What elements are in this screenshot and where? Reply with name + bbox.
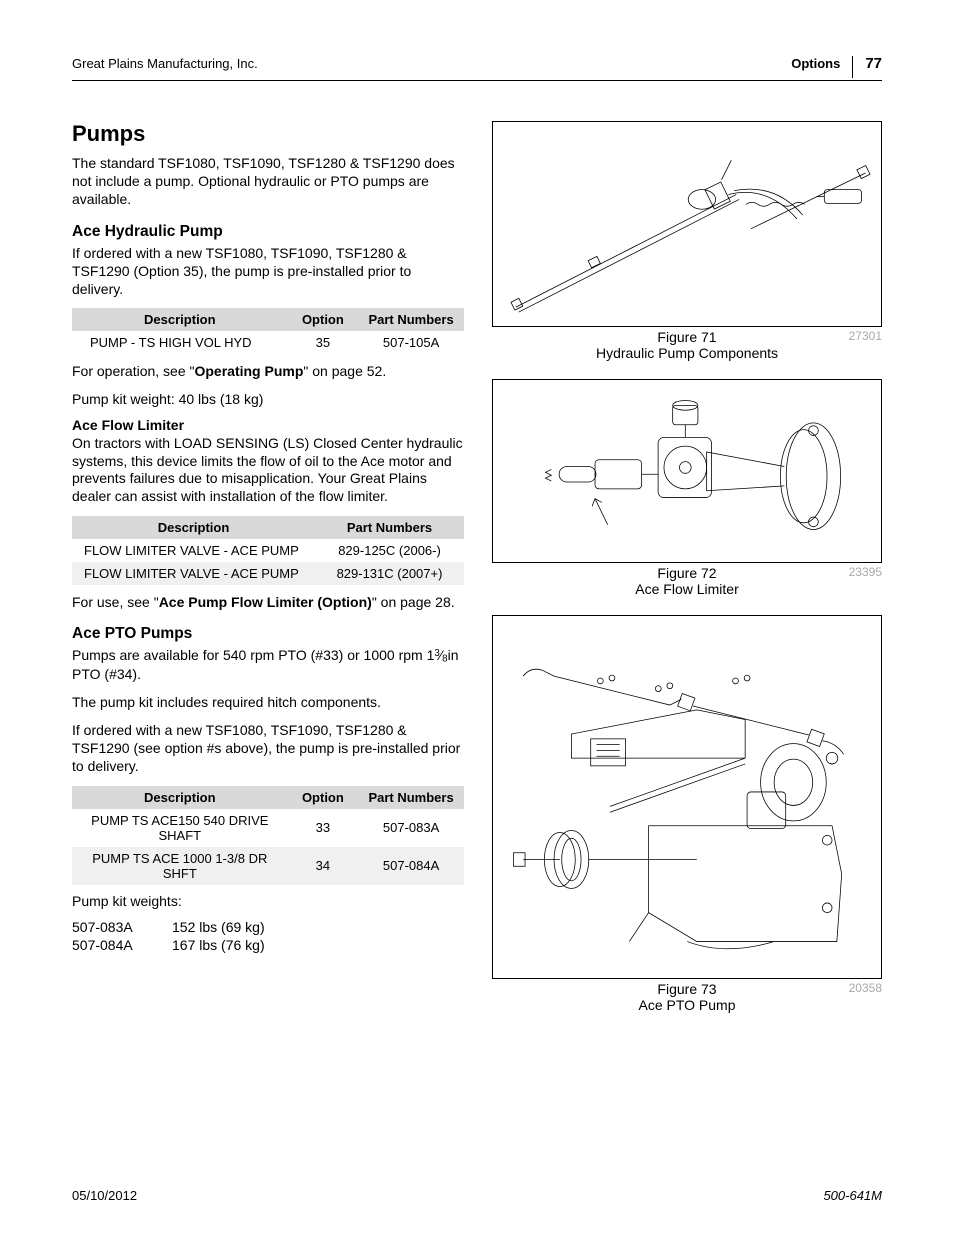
figure-71-box (492, 121, 882, 327)
header-company: Great Plains Manufacturing, Inc. (72, 56, 258, 71)
cell-part: 829-125C (2006-) (315, 539, 464, 562)
cell-option: 34 (288, 847, 359, 885)
hydraulic-components-icon (501, 126, 873, 322)
col-description: Description (72, 308, 288, 331)
figure-72-title: Figure 72 (536, 565, 838, 581)
footer-doc-number: 500-641M (823, 1188, 882, 1203)
cell-desc: PUMP TS ACE 1000 1-3/8 DR SHFT (72, 847, 288, 885)
header-rule (72, 80, 882, 81)
flow-limiter-ref: For use, see "Ace Pump Flow Limiter (Opt… (72, 593, 464, 611)
cell-option: 35 (288, 331, 359, 354)
figure-72-id: 23395 (838, 565, 882, 579)
hyd-ref: For operation, see "Operating Pump" on p… (72, 362, 464, 380)
figure-71-id: 27301 (838, 329, 882, 343)
intro-text: The standard TSF1080, TSF1090, TSF1280 &… (72, 155, 464, 209)
flow-limiter-table: Description Part Numbers FLOW LIMITER VA… (72, 516, 464, 585)
hyd-pump-heading: Ace Hydraulic Pump (72, 223, 464, 241)
pto-kit-note: The pump kit includes required hitch com… (72, 694, 464, 712)
figure-73-desc: Ace PTO Pump (536, 997, 838, 1013)
hyd-weight: Pump kit weight: 40 lbs (18 kg) (72, 391, 464, 407)
col-description: Description (72, 516, 315, 539)
weight-row: 507-084A 167 lbs (76 kg) (72, 937, 464, 953)
figure-71-desc: Hydraulic Pump Components (536, 345, 838, 361)
footer-date: 05/10/2012 (72, 1188, 137, 1203)
table-row: PUMP TS ACE150 540 DRIVE SHAFT 33 507-08… (72, 809, 464, 847)
header-separator (852, 56, 853, 78)
weight-value: 167 lbs (76 kg) (172, 937, 265, 953)
col-option: Option (288, 308, 359, 331)
cell-part: 829-131C (2007+) (315, 562, 464, 585)
col-description: Description (72, 786, 288, 809)
figure-73-title: Figure 73 (536, 981, 838, 997)
hyd-pump-table: Description Option Part Numbers PUMP - T… (72, 308, 464, 354)
flow-limiter-icon (501, 384, 873, 559)
cell-desc: PUMP - TS HIGH VOL HYD (72, 331, 288, 354)
col-part-numbers: Part Numbers (358, 786, 464, 809)
cell-option: 33 (288, 809, 359, 847)
figure-72-desc: Ace Flow Limiter (536, 581, 838, 597)
figure-71-title: Figure 71 (536, 329, 838, 345)
table-row: FLOW LIMITER VALVE - ACE PUMP 829-125C (… (72, 539, 464, 562)
col-part-numbers: Part Numbers (358, 308, 464, 331)
col-part-numbers: Part Numbers (315, 516, 464, 539)
pto-heading: Ace PTO Pumps (72, 625, 464, 643)
pto-weights-title: Pump kit weights: (72, 893, 464, 909)
header-section: Options (791, 56, 840, 71)
flow-limiter-body: On tractors with LOAD SENSING (LS) Close… (72, 435, 464, 507)
cell-desc: FLOW LIMITER VALVE - ACE PUMP (72, 562, 315, 585)
pto-intro: Pumps are available for 540 rpm PTO (#33… (72, 647, 464, 684)
weight-part: 507-084A (72, 937, 152, 953)
figure-72-box (492, 379, 882, 563)
cell-desc: FLOW LIMITER VALVE - ACE PUMP (72, 539, 315, 562)
table-row: FLOW LIMITER VALVE - ACE PUMP 829-131C (… (72, 562, 464, 585)
weight-value: 152 lbs (69 kg) (172, 919, 265, 935)
figure-73-id: 20358 (838, 981, 882, 995)
cell-part: 507-084A (358, 847, 464, 885)
cell-part: 507-105A (358, 331, 464, 354)
header-page-number: 77 (865, 55, 882, 72)
table-row: PUMP TS ACE 1000 1-3/8 DR SHFT 34 507-08… (72, 847, 464, 885)
hyd-pump-intro: If ordered with a new TSF1080, TSF1090, … (72, 245, 464, 299)
cell-desc: PUMP TS ACE150 540 DRIVE SHAFT (72, 809, 288, 847)
weight-part: 507-083A (72, 919, 152, 935)
table-row: PUMP - TS HIGH VOL HYD 35 507-105A (72, 331, 464, 354)
weight-row: 507-083A 152 lbs (69 kg) (72, 919, 464, 935)
pto-table: Description Option Part Numbers PUMP TS … (72, 786, 464, 885)
pto-pump-icon (501, 623, 873, 971)
col-option: Option (288, 786, 359, 809)
page-title: Pumps (72, 121, 464, 147)
figure-73-box (492, 615, 882, 979)
pto-install-note: If ordered with a new TSF1080, TSF1090, … (72, 722, 464, 776)
flow-limiter-heading: Ace Flow Limiter (72, 417, 464, 433)
cell-part: 507-083A (358, 809, 464, 847)
